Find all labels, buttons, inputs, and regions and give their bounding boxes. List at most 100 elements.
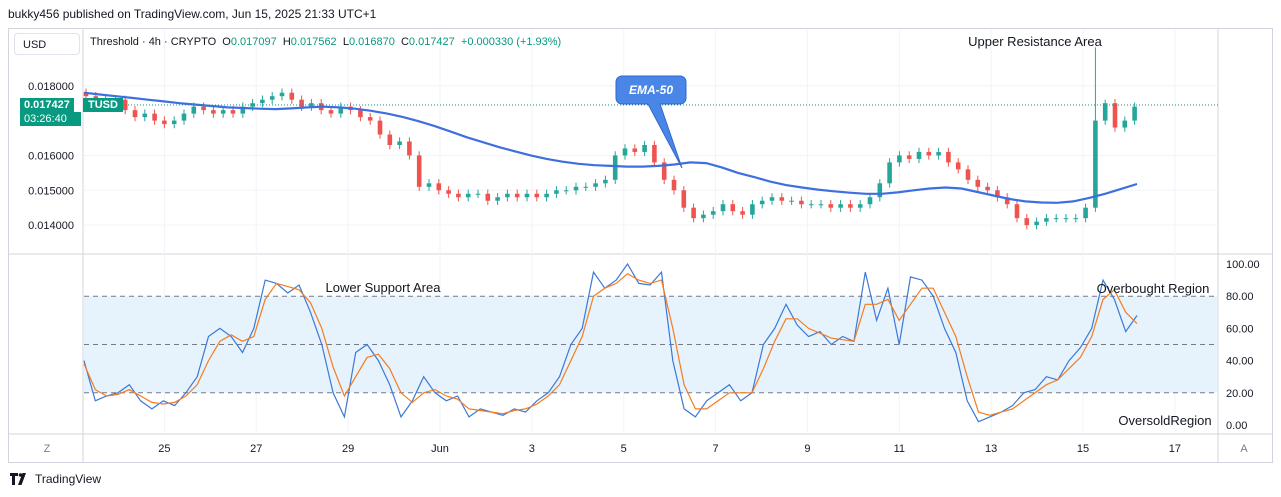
candle-body bbox=[926, 151, 932, 156]
candle-body bbox=[985, 186, 990, 191]
candle-body bbox=[828, 204, 834, 208]
time-axis-label: 3 bbox=[529, 443, 535, 455]
ema-label: EMA-50 bbox=[629, 83, 673, 97]
candle-body bbox=[1034, 221, 1039, 226]
close-value: 0.017427 bbox=[408, 36, 455, 48]
time-axis-label: 29 bbox=[342, 443, 354, 455]
candle-body bbox=[1073, 218, 1079, 220]
candle-body bbox=[201, 106, 206, 111]
candle-body bbox=[171, 120, 177, 125]
candle-body bbox=[838, 204, 843, 208]
change-value: +0.000330 (+1.93%) bbox=[460, 36, 562, 48]
candle-body bbox=[897, 155, 902, 163]
upper-resistance-label: Upper Resistance Area bbox=[968, 34, 1102, 49]
candle-body bbox=[505, 193, 510, 198]
candle-body bbox=[299, 99, 304, 107]
candle-body bbox=[554, 190, 559, 194]
time-axis-label: 15 bbox=[1077, 443, 1089, 455]
candle-body bbox=[701, 214, 706, 219]
overbought-label: Overbought Region bbox=[1097, 281, 1210, 296]
low-label: L bbox=[342, 36, 349, 48]
candle-body bbox=[1093, 120, 1098, 208]
stoch-k-line bbox=[83, 262, 1138, 423]
oscillator-axis-label: 100.00 bbox=[1226, 259, 1260, 271]
candle-body bbox=[456, 193, 461, 198]
candle-body bbox=[1024, 218, 1030, 226]
price-axis-label: 0.016000 bbox=[28, 150, 74, 162]
candle-body bbox=[289, 92, 295, 100]
candle-body bbox=[1053, 218, 1059, 220]
candle-body bbox=[642, 144, 647, 152]
time-axis-label: 11 bbox=[894, 443, 905, 455]
brand-name: TradingView bbox=[35, 472, 102, 486]
tradingview-icon bbox=[10, 473, 26, 485]
ticker-tag: TUSD bbox=[83, 98, 123, 112]
time-axis-label: 17 bbox=[1169, 443, 1181, 455]
candle-body bbox=[955, 162, 961, 170]
candle-body bbox=[220, 110, 226, 114]
candle-body bbox=[514, 193, 520, 198]
auto-scale-button[interactable]: A bbox=[1240, 443, 1248, 455]
candle-body bbox=[877, 183, 883, 198]
open-label: O bbox=[222, 36, 231, 48]
oscillator-axis-label: 40.00 bbox=[1226, 356, 1254, 368]
open-value: 0.017097 bbox=[230, 36, 277, 48]
candle-body bbox=[1102, 103, 1108, 121]
candle-body bbox=[750, 204, 755, 215]
candle-body bbox=[671, 179, 677, 191]
candle-body bbox=[240, 106, 246, 114]
candle-body bbox=[808, 204, 814, 206]
candle-body bbox=[1083, 207, 1088, 219]
currency-selector[interactable]: USD bbox=[14, 33, 80, 55]
tradingview-logo[interactable]: TradingView bbox=[10, 472, 101, 486]
zoom-left-button[interactable]: Z bbox=[44, 443, 51, 455]
oversold-label: OversoldRegion bbox=[1118, 413, 1211, 428]
candle-body bbox=[710, 211, 716, 215]
candle-body bbox=[465, 193, 471, 198]
lower-support-label: Lower Support Area bbox=[326, 280, 442, 295]
time-axis-label: 7 bbox=[713, 443, 719, 455]
candle-body bbox=[867, 197, 873, 205]
candle-body bbox=[211, 110, 216, 114]
candle-body bbox=[83, 92, 89, 97]
candle-body bbox=[583, 186, 589, 188]
candle-body bbox=[358, 110, 363, 118]
candle-body bbox=[544, 193, 549, 198]
time-axis-label: 5 bbox=[621, 443, 627, 455]
candle-body bbox=[1004, 197, 1010, 205]
chart-frame bbox=[8, 28, 1273, 463]
candle-body bbox=[416, 155, 422, 187]
candle-body bbox=[524, 193, 530, 198]
candle-body bbox=[1044, 218, 1049, 222]
time-axis-label: 9 bbox=[804, 443, 810, 455]
candle-body bbox=[916, 151, 922, 159]
candle-body bbox=[818, 204, 824, 206]
oscillator-band bbox=[84, 296, 1217, 393]
candle-body bbox=[740, 211, 745, 215]
candle-body bbox=[426, 183, 432, 187]
time-axis-label: Jun bbox=[431, 443, 449, 455]
candle-body bbox=[622, 148, 628, 156]
price-axis-label: 0.018000 bbox=[28, 81, 74, 93]
candle-body bbox=[338, 106, 344, 114]
candle-body bbox=[279, 92, 285, 97]
ema-callout-bubble bbox=[615, 75, 687, 169]
candle-body bbox=[661, 162, 667, 180]
candle-body bbox=[397, 141, 402, 145]
candle-body bbox=[652, 144, 657, 163]
candle-body bbox=[779, 197, 785, 201]
candle-body bbox=[1132, 106, 1137, 121]
candle-body bbox=[906, 155, 912, 159]
high-value: 0.017562 bbox=[290, 36, 337, 48]
candle-body bbox=[995, 190, 1000, 198]
oscillator-axis-label: 20.00 bbox=[1226, 388, 1254, 400]
candle-body bbox=[495, 197, 500, 201]
oscillator-axis-label: 80.00 bbox=[1226, 291, 1254, 303]
oscillator-axis-label: 0.00 bbox=[1226, 420, 1247, 432]
candle-body bbox=[162, 120, 167, 125]
candle-body bbox=[975, 179, 981, 187]
candle-body bbox=[691, 207, 696, 219]
candle-body bbox=[534, 193, 540, 198]
candle-body bbox=[142, 113, 148, 118]
